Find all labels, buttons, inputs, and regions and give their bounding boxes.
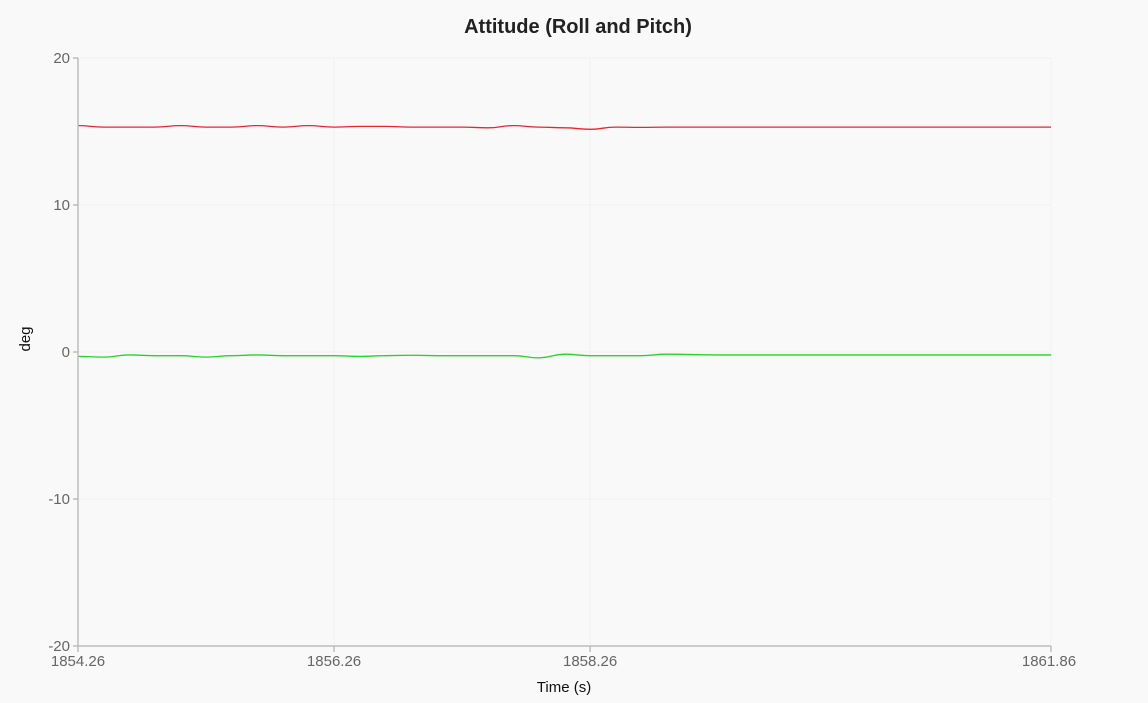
series-layer [77,124,1051,359]
y-tick-label: 10 [53,197,70,214]
chart-title: Attitude (Roll and Pitch) [464,16,692,38]
x-tick-label: 1858.26 [563,653,617,670]
grid [77,57,1052,647]
y-axis-label: deg [17,326,34,351]
y-ticks: 20 10 0 -10 -20 [48,50,78,655]
x-tick-label: 1854.26 [51,653,105,670]
x-ticks: 1854.26 1856.26 1858.26 1861.86 [51,646,1076,670]
series-line-1 [77,353,1051,359]
y-tick-label: -10 [48,491,70,508]
series-line-0 [77,124,1051,130]
y-tick-label: -20 [48,638,70,655]
y-tick-label: 0 [62,344,70,361]
x-axis-label: Time (s) [537,679,591,696]
x-tick-label: 1856.26 [307,653,361,670]
y-tick-label: 20 [53,50,70,67]
x-tick-label: 1861.86 [1022,653,1076,670]
